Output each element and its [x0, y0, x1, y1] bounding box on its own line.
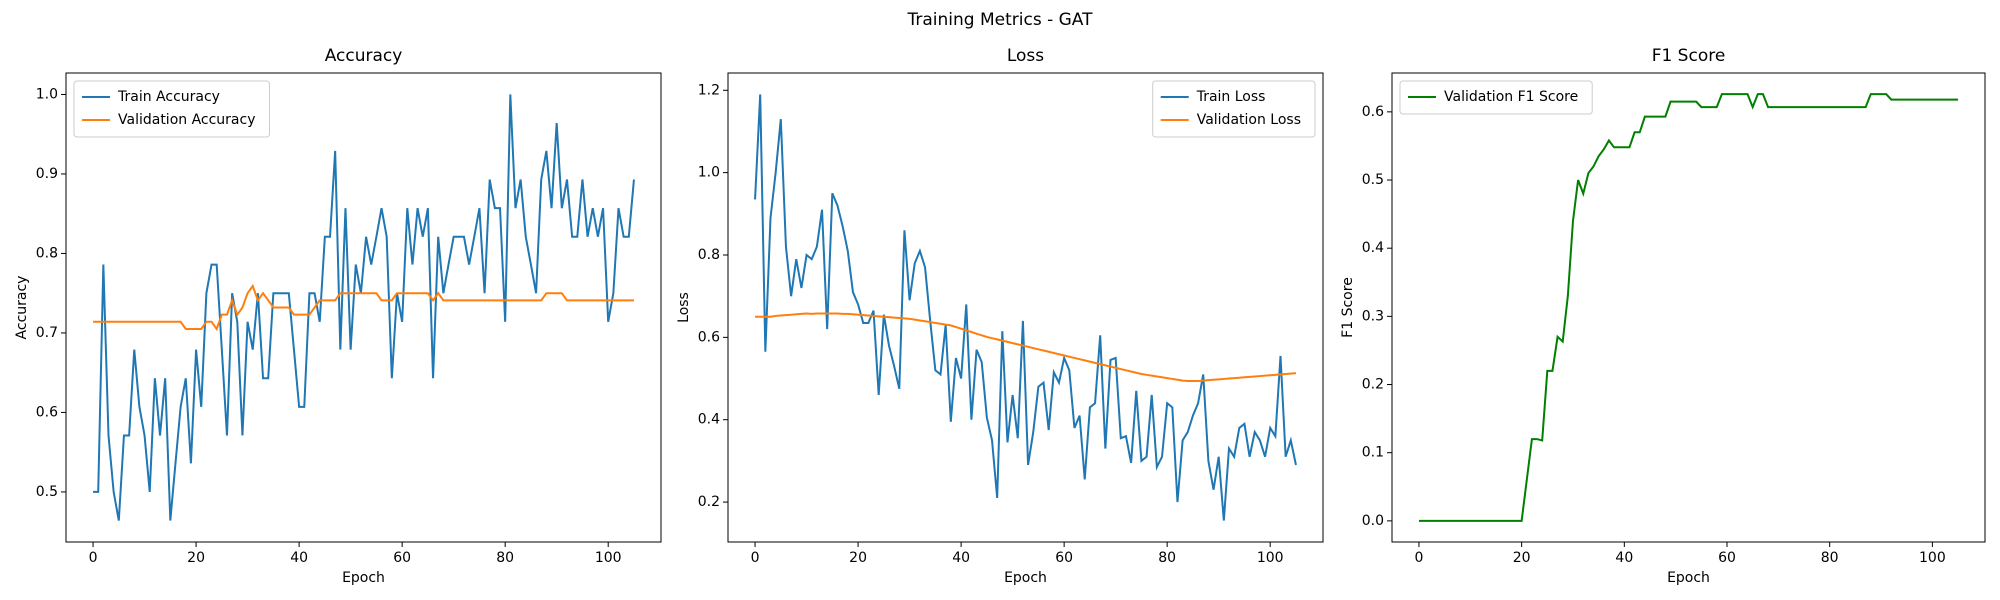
y-tick-label: 0.1 — [1362, 445, 1384, 461]
y-tick-label: 0.5 — [36, 484, 58, 500]
y-tick-label: 0.4 — [698, 412, 720, 428]
axes-frame — [1391, 72, 1986, 543]
x-tick-label: 60 — [393, 550, 411, 566]
x-tick-label: 0 — [1414, 550, 1423, 566]
series-line — [754, 94, 1297, 521]
y-tick-label: 0.6 — [698, 329, 720, 345]
legend-label: Validation Accuracy — [118, 112, 256, 128]
y-tick-label: 0.9 — [36, 166, 58, 182]
y-tick-label: 0.8 — [36, 245, 58, 261]
y-tick-label: 0.2 — [1362, 377, 1384, 393]
x-axis-label: Epoch — [1004, 570, 1047, 586]
x-tick-label: 80 — [496, 550, 514, 566]
x-tick-label: 20 — [1513, 550, 1531, 566]
subplot: F1 Score Epoch F1 Score 0 20 40 60 80 100 0.0 0.1 0… — [1340, 46, 1986, 586]
axes-frame — [65, 72, 662, 543]
x-tick-label: 100 — [1919, 550, 1946, 566]
x-tick-label: 100 — [1257, 550, 1284, 566]
series-line — [755, 312, 1297, 382]
x-tick-label: 40 — [952, 550, 970, 566]
x-tick-label: 40 — [1615, 550, 1633, 566]
y-tick-label: 0.0 — [1362, 513, 1384, 529]
series-line — [93, 94, 635, 521]
y-tick-label: 0.8 — [698, 247, 720, 263]
legend-box — [73, 80, 270, 138]
y-tick-label: 1.0 — [698, 165, 720, 181]
series-line — [1418, 93, 1959, 522]
x-tick-label: 80 — [1158, 550, 1176, 566]
legend-box — [1399, 80, 1593, 115]
subplot: Loss Epoch Loss 0 20 40 60 80 100 0.2 0.4 0.6 0.8 1.0… — [676, 46, 1324, 586]
legend-box — [1152, 80, 1316, 138]
x-tick-label: 60 — [1055, 550, 1073, 566]
legend-label: Train Loss — [1196, 89, 1266, 105]
x-tick-label: 100 — [595, 550, 622, 566]
subplot-title: F1 Score — [1652, 46, 1726, 66]
y-tick-label: 0.7 — [36, 325, 58, 341]
x-tick-label: 0 — [89, 550, 98, 566]
y-tick-label: 0.3 — [1362, 308, 1384, 324]
x-tick-label: 60 — [1718, 550, 1736, 566]
y-tick-label: 0.6 — [1362, 104, 1384, 120]
y-axis-label: Accuracy — [14, 276, 30, 340]
subplot-title: Accuracy — [325, 46, 403, 66]
legend-label: Validation F1 Score — [1444, 89, 1578, 105]
x-axis-label: Epoch — [342, 570, 385, 586]
y-axis-label: F1 Score — [1340, 277, 1356, 338]
subplot: Accuracy Epoch Accuracy 0 20 40 60 80 100 0.5 0.6 0… — [14, 46, 662, 586]
legend-label: Train Accuracy — [117, 89, 220, 105]
y-tick-label: 0.6 — [36, 404, 58, 420]
series-line — [93, 283, 634, 332]
x-tick-label: 20 — [187, 550, 205, 566]
x-tick-label: 40 — [290, 550, 308, 566]
y-axis-label: Loss — [676, 292, 692, 323]
y-tick-label: 0.2 — [698, 494, 720, 510]
figure-title: Training Metrics - GAT — [907, 10, 1094, 30]
y-tick-label: 0.5 — [1362, 172, 1384, 188]
x-tick-label: 20 — [849, 550, 867, 566]
y-tick-label: 1.0 — [36, 86, 58, 102]
y-tick-label: 1.2 — [698, 82, 720, 98]
x-tick-label: 80 — [1821, 550, 1839, 566]
subplot-title: Loss — [1007, 46, 1044, 66]
axes-frame — [727, 72, 1324, 543]
y-tick-label: 0.4 — [1362, 240, 1384, 256]
legend-label: Validation Loss — [1197, 112, 1301, 128]
x-axis-label: Epoch — [1667, 570, 1710, 586]
x-tick-label: 0 — [751, 550, 760, 566]
